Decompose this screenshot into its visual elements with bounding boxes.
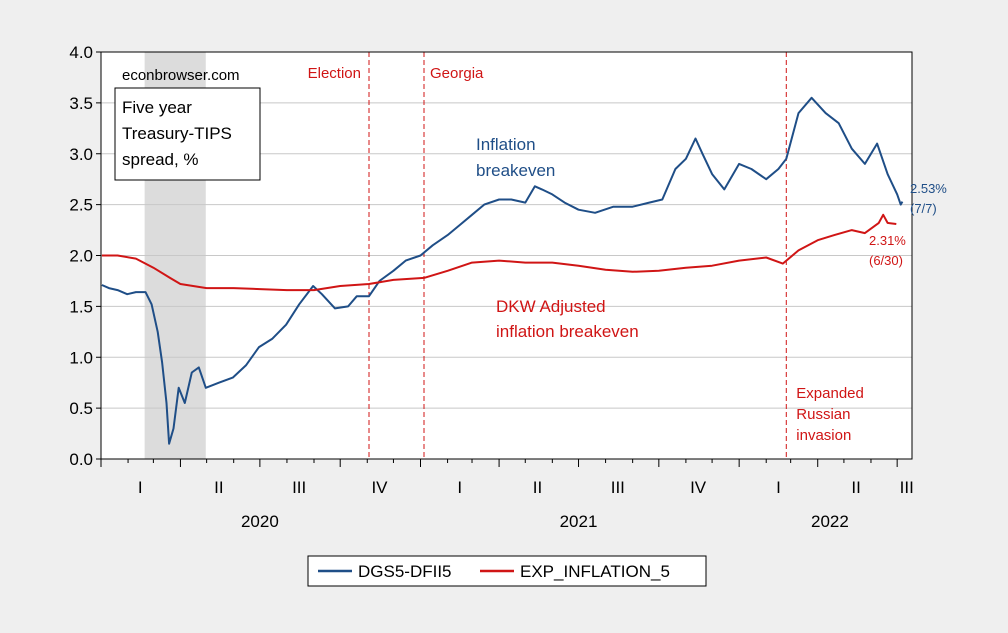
x-tick-label: II <box>851 478 860 497</box>
y-tick-label: 2.5 <box>69 196 93 215</box>
end-value-label: 2.53% <box>910 181 947 196</box>
title-line-3: spread, % <box>122 150 199 169</box>
inflation-label-1: Inflation <box>476 135 536 154</box>
end-value-label: (7/7) <box>910 201 937 216</box>
event-label-line: Russian <box>796 406 850 423</box>
end-value-label: 2.31% <box>869 233 906 248</box>
y-tick-label: 1.5 <box>69 297 93 316</box>
x-tick-label: II <box>533 478 542 497</box>
x-tick-label: III <box>292 478 306 497</box>
legend-label-dgs5: DGS5-DFII5 <box>358 562 452 581</box>
title-line-1: Five year <box>122 98 192 117</box>
x-tick-label: IV <box>690 478 707 497</box>
legend: DGS5-DFII5 EXP_INFLATION_5 <box>307 555 707 587</box>
year-label: 2020 <box>241 512 279 531</box>
year-label: 2021 <box>560 512 598 531</box>
event-label: Georgia <box>430 65 484 82</box>
x-tick-label: I <box>138 478 143 497</box>
watermark-text: econbrowser.com <box>122 67 240 84</box>
x-tick-label: I <box>776 478 781 497</box>
title-box <box>114 87 261 181</box>
x-tick-label: II <box>214 478 223 497</box>
dkw-label-1: DKW Adjusted <box>496 297 606 316</box>
y-tick-label: 0.5 <box>69 399 93 418</box>
y-tick-label: 1.0 <box>69 348 93 367</box>
y-tick-label: 3.0 <box>69 145 93 164</box>
event-label: Election <box>308 65 361 82</box>
x-tick-label: III <box>900 478 914 497</box>
legend-label-exp: EXP_INFLATION_5 <box>520 562 670 581</box>
x-tick-label: IV <box>371 478 388 497</box>
x-tick-label: III <box>611 478 625 497</box>
event-label-line: Expanded <box>796 385 864 402</box>
title-line-2: Treasury-TIPS <box>122 124 232 143</box>
y-tick-label: 3.5 <box>69 94 93 113</box>
y-tick-label: 4.0 <box>69 43 93 62</box>
year-label: 2022 <box>811 512 849 531</box>
event-label-line: invasion <box>796 427 851 444</box>
y-tick-label: 2.0 <box>69 247 93 266</box>
end-value-label: (6/30) <box>869 253 903 268</box>
inflation-label-2: breakeven <box>476 161 555 180</box>
y-tick-label: 0.0 <box>69 450 93 469</box>
x-tick-label: I <box>457 478 462 497</box>
series-line-0 <box>101 96 904 445</box>
dkw-label-2: inflation breakeven <box>496 322 639 341</box>
event-label: Expanded Russian invasion <box>796 385 864 444</box>
series-line-1 <box>101 213 897 292</box>
